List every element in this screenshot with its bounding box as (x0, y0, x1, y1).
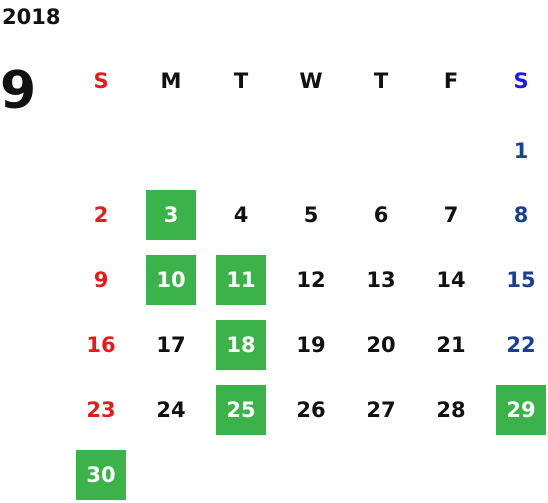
day-cell-highlighted[interactable]: 18 (216, 320, 266, 370)
day-cell[interactable]: 15 (506, 268, 536, 292)
day-cell[interactable]: 23 (86, 398, 116, 422)
day-cell[interactable]: 16 (86, 333, 116, 357)
day-cell[interactable]: 19 (296, 333, 326, 357)
weekday-header-tuesday: T (233, 69, 249, 93)
weekday-header-wednesday: W (299, 69, 323, 93)
day-cell-highlighted[interactable]: 10 (146, 255, 196, 305)
weekday-header-thursday: T (373, 69, 389, 93)
day-cell[interactable]: 9 (93, 268, 109, 292)
day-cell-highlighted[interactable]: 3 (146, 190, 196, 240)
day-cell[interactable]: 14 (436, 268, 466, 292)
day-cell-highlighted[interactable]: 25 (216, 385, 266, 435)
weekday-header-friday: F (443, 69, 459, 93)
day-cell[interactable]: 26 (296, 398, 326, 422)
day-cell[interactable]: 2 (93, 203, 109, 227)
day-cell[interactable]: 20 (366, 333, 396, 357)
day-cell[interactable]: 13 (366, 268, 396, 292)
weekday-header-sunday: S (93, 69, 109, 93)
day-cell[interactable]: 12 (296, 268, 326, 292)
day-cell-highlighted[interactable]: 29 (496, 385, 546, 435)
day-cell[interactable]: 22 (506, 333, 536, 357)
day-cell[interactable]: 24 (156, 398, 186, 422)
day-cell[interactable]: 6 (373, 203, 389, 227)
day-cell[interactable]: 4 (233, 203, 249, 227)
weekday-header-saturday: S (513, 69, 529, 93)
day-cell[interactable]: 27 (366, 398, 396, 422)
day-cell[interactable]: 28 (436, 398, 466, 422)
day-cell[interactable]: 17 (156, 333, 186, 357)
day-cell[interactable]: 5 (303, 203, 319, 227)
day-cell-highlighted[interactable]: 11 (216, 255, 266, 305)
weekday-header-monday: M (160, 69, 182, 93)
day-cell-highlighted[interactable]: 30 (76, 450, 126, 500)
day-cell[interactable]: 7 (443, 203, 459, 227)
month-label: 9 (0, 61, 37, 121)
year-label: 2018 (2, 5, 61, 29)
day-cell[interactable]: 21 (436, 333, 466, 357)
day-cell[interactable]: 1 (513, 139, 529, 163)
day-cell[interactable]: 8 (513, 203, 529, 227)
